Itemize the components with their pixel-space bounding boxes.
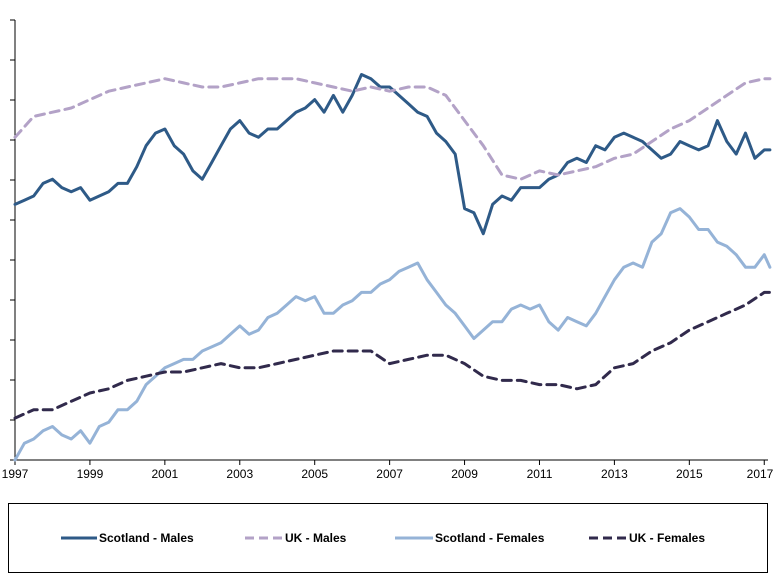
x-tick-label: 2003 <box>226 467 253 481</box>
legend-swatch-scotland-males <box>61 536 97 540</box>
x-tick-label: 2011 <box>527 467 553 481</box>
series-line-scotland-females <box>13 207 772 462</box>
series-line-scotland-males <box>13 73 772 236</box>
series-layer <box>13 73 772 462</box>
legend-item-uk-females: UK - Females <box>589 530 705 546</box>
x-tick-label: 2007 <box>376 467 403 481</box>
x-tick-label: 2015 <box>676 467 703 481</box>
x-tick-label: 1997 <box>2 467 29 481</box>
legend-swatch-scotland-females <box>395 536 433 540</box>
legend-item-uk-males: UK - Males <box>245 530 346 546</box>
legend-swatch-uk-females <box>589 536 627 540</box>
line-chart: 1997 1999 2001 2003 2005 2007 2009 2011 2013 2015… <box>2 19 774 481</box>
x-tick-label: 2001 <box>151 467 178 481</box>
legend: Scotland - Males UK - Males Scotland - F… <box>8 503 768 573</box>
y-axis-ticks <box>10 19 15 461</box>
x-tick-label: 2013 <box>601 467 628 481</box>
x-axis-ticks: 1997 1999 2001 2003 2005 2007 2009 2011 2013 2015… <box>2 460 774 481</box>
legend-label-uk-males: UK - Males <box>285 531 347 545</box>
x-axis: 1997 1999 2001 2003 2005 2007 2009 2011 2013 2015… <box>2 459 774 481</box>
legend-swatch-uk-males <box>245 536 283 540</box>
series-line-uk-males <box>13 77 772 181</box>
legend-label-uk-females: UK - Females <box>629 531 706 545</box>
legend-label-scotland-females: Scotland - Females <box>435 531 545 545</box>
x-tick-label: 2009 <box>451 467 478 481</box>
legend-label-scotland-males: Scotland - Males <box>99 531 194 545</box>
x-tick-label: 2005 <box>301 467 328 481</box>
legend-item-scotland-males: Scotland - Males <box>61 530 194 546</box>
legend-item-scotland-females: Scotland - Females <box>395 530 544 546</box>
series-line-uk-females <box>13 290 772 420</box>
x-tick-label: 2017 <box>747 467 774 481</box>
y-axis <box>10 19 16 461</box>
x-tick-label: 1999 <box>77 467 104 481</box>
